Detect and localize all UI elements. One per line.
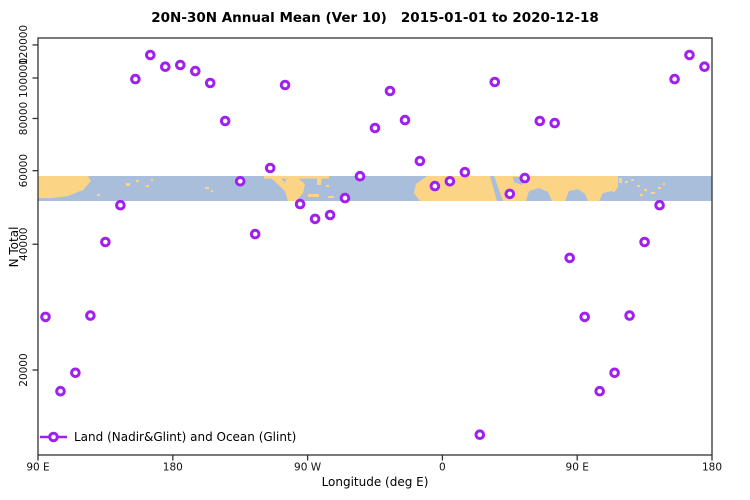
- data-point: [459, 166, 471, 178]
- legend-symbol: [40, 431, 67, 443]
- y-axis-label: N Total: [7, 226, 21, 268]
- data-point: [279, 79, 291, 91]
- data-point: [160, 61, 171, 72]
- island-shape: [625, 181, 628, 183]
- map-band: [38, 175, 712, 201]
- data-point: [684, 49, 695, 61]
- data-point: [219, 115, 231, 127]
- data-point: [249, 228, 261, 240]
- y-tick-label: 40000: [18, 228, 30, 261]
- y-tick-label: 60000: [18, 154, 30, 187]
- data-point: [264, 162, 276, 174]
- data-point: [384, 85, 396, 97]
- island-shape: [97, 194, 100, 196]
- sea-shape: [599, 191, 618, 201]
- sea-shape: [490, 176, 503, 201]
- island-shape: [658, 187, 661, 189]
- x-tick-label: 180: [702, 462, 722, 474]
- data-points: [40, 49, 710, 441]
- data-point: [414, 155, 426, 167]
- x-tick-label: 90 E: [566, 462, 589, 474]
- data-point: [40, 311, 51, 323]
- data-point: [534, 115, 546, 127]
- legend-point: [48, 431, 59, 443]
- x-tick-label: 180: [163, 462, 183, 474]
- y-tick-label: 80000: [18, 102, 30, 135]
- data-point: [130, 73, 141, 85]
- data-point: [399, 114, 411, 126]
- island-shape: [205, 187, 209, 189]
- island-shape: [308, 194, 319, 197]
- data-point: [579, 311, 591, 323]
- legend-label: Land (Nadir&Glint) and Ocean (Glint): [74, 430, 297, 444]
- data-point: [309, 213, 321, 225]
- data-point: [190, 65, 201, 77]
- data-point: [354, 170, 366, 182]
- x-tick-label: 90 W: [294, 462, 322, 474]
- data-point: [339, 192, 351, 204]
- data-point: [654, 199, 665, 211]
- data-point: [204, 77, 216, 89]
- island-shape: [328, 196, 334, 198]
- land-shape: [414, 176, 618, 201]
- data-point: [429, 180, 441, 192]
- island-shape: [126, 183, 130, 186]
- data-point: [549, 117, 561, 129]
- island-shape: [651, 192, 655, 194]
- island-shape: [663, 183, 665, 185]
- sea-shape: [565, 189, 588, 201]
- x-axis-label: Longitude (deg E): [321, 475, 429, 489]
- data-point: [624, 310, 635, 321]
- island-shape: [644, 189, 647, 191]
- island-shape: [264, 176, 329, 179]
- data-point: [85, 310, 96, 321]
- island-shape: [631, 179, 634, 181]
- data-point: [145, 49, 156, 61]
- data-point: [609, 367, 620, 379]
- island-shape: [637, 185, 640, 187]
- data-point: [669, 73, 680, 85]
- plot-border: [37, 37, 713, 456]
- island-shape: [146, 185, 149, 187]
- land-shape: [38, 176, 91, 198]
- data-point: [444, 176, 456, 187]
- data-point: [639, 236, 650, 248]
- island-shape: [326, 185, 329, 187]
- data-point: [324, 209, 336, 221]
- data-point: [369, 122, 381, 134]
- axes: 90 E 180 90 W 0 90 E 180 20000 40000 60000 80000 1…: [18, 25, 722, 474]
- data-point: [175, 59, 186, 71]
- data-point: [594, 385, 606, 397]
- data-point: [504, 188, 516, 200]
- island-shape: [619, 178, 622, 183]
- island-shape: [151, 179, 153, 181]
- data-point: [115, 199, 126, 211]
- land-shape: [284, 178, 305, 201]
- island-shape: [640, 194, 643, 196]
- chart-title: 20N-30N Annual Mean (Ver 10) 2015-01-01 …: [151, 10, 599, 26]
- y-tick-label: 120000: [18, 25, 30, 65]
- data-point: [699, 61, 710, 72]
- data-point: [474, 429, 486, 441]
- island-shape: [211, 190, 213, 192]
- data-point: [519, 172, 531, 184]
- sea-shape: [526, 188, 552, 201]
- data-point: [70, 367, 81, 379]
- y-tick-label: 100000: [18, 58, 30, 98]
- data-point: [100, 236, 111, 248]
- data-point: [55, 385, 66, 397]
- data-point: [294, 198, 306, 210]
- x-tick-label: 0: [439, 462, 446, 474]
- data-point: [234, 176, 246, 187]
- data-point: [489, 76, 501, 88]
- data-point: [564, 252, 576, 264]
- y-tick-label: 20000: [18, 353, 30, 386]
- island-shape: [136, 180, 139, 182]
- x-tick-label: 90 E: [26, 462, 49, 474]
